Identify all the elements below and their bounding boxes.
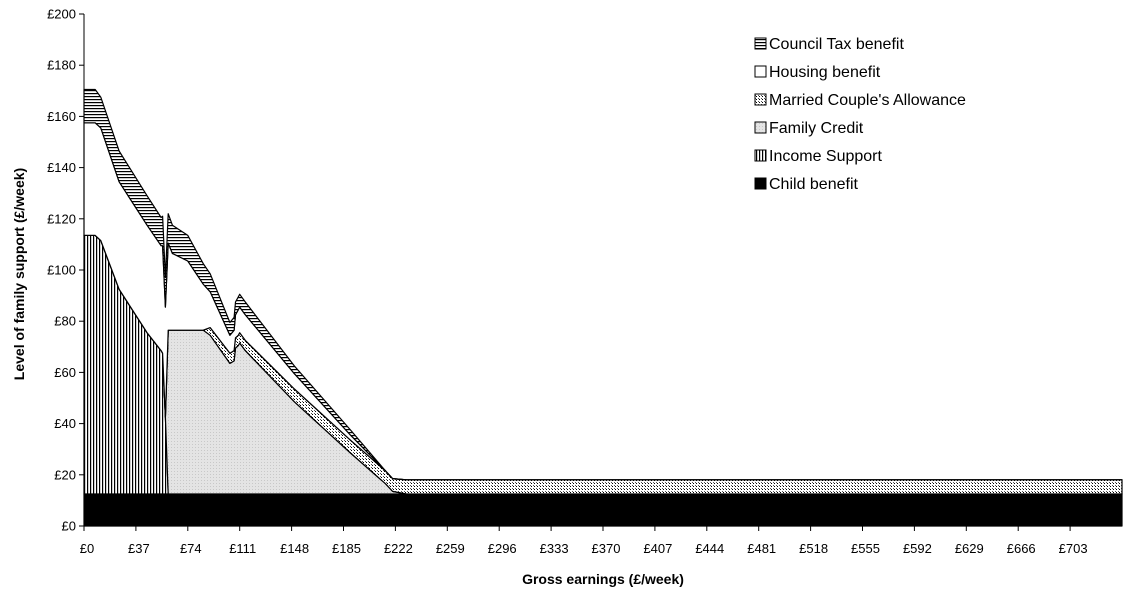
y-axis-title: Level of family support (£/week) [11,168,27,380]
legend-label: Child benefit [769,176,859,193]
x-tick-label: £222 [384,541,413,556]
x-axis-title: Gross earnings (£/week) [522,571,684,587]
y-axis-ticks: £0 £20 £40 £60 £80 £100 £120 £140 £160 £180 £200 [47,7,84,534]
area-family-credit [83,234,1123,495]
y-tick-label: £0 [62,519,76,534]
x-tick-label: £518 [799,541,828,556]
legend-swatch [754,37,767,50]
x-tick-label: £370 [592,541,621,556]
y-tick-label: £20 [54,467,76,482]
area-council-tax-benefit [83,88,1123,481]
y-tick-label: £60 [54,365,76,380]
x-tick-label: £0 [80,541,94,556]
x-tick-label: £333 [540,541,569,556]
legend-label: Housing benefit [769,64,881,81]
y-tick-label: £180 [47,58,76,73]
y-tick-label: £160 [47,109,76,124]
legend-swatch [754,149,767,162]
x-tick-label: £37 [128,541,150,556]
x-axis-ticks: £0 £37 £74 £111 £148 £185 £222 £259 £296 £333 £370… [80,526,1088,556]
legend-label: Family Credit [769,120,864,137]
legend-swatch [754,121,767,134]
y-tick-label: £200 [47,7,76,22]
x-tick-label: £703 [1059,541,1088,556]
legend-swatch [754,177,767,190]
x-tick-label: £555 [851,541,880,556]
y-tick-label: £100 [47,263,76,278]
legend-swatch [754,93,767,106]
area-layers [83,88,1123,527]
x-tick-label: £629 [955,541,984,556]
legend-label: Married Couple's Allowance [769,92,966,109]
x-tick-label: £444 [695,541,724,556]
x-tick-label: £259 [436,541,465,556]
x-tick-label: £148 [280,541,309,556]
x-tick-label: £481 [747,541,776,556]
legend: Council Tax benefit Housing benefit Marrie… [754,36,966,193]
x-tick-label: £111 [229,541,256,556]
y-tick-label: £40 [54,416,76,431]
y-tick-label: £80 [54,314,76,329]
legend-label: Income Support [769,148,883,165]
legend-swatch [754,65,767,78]
x-tick-label: £296 [488,541,517,556]
area-child-benefit [83,493,1123,527]
x-tick-label: £74 [180,541,202,556]
x-tick-label: £666 [1007,541,1036,556]
legend-label: Council Tax benefit [769,36,904,53]
x-tick-label: £185 [332,541,361,556]
y-tick-label: £120 [47,211,76,226]
x-tick-label: £592 [903,541,932,556]
y-tick-label: £140 [47,160,76,175]
x-tick-label: £407 [643,541,672,556]
